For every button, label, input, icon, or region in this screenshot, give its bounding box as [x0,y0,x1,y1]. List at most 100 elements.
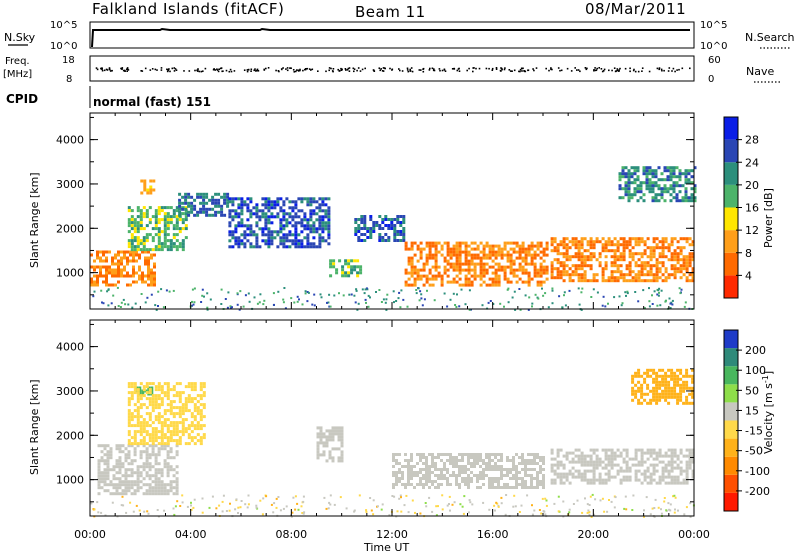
freq-point [254,68,256,70]
freq-point [111,69,113,72]
freq-point [661,69,663,72]
y-tick-label: 3000 [56,385,84,398]
freq-point [466,69,468,72]
freq-point [332,70,334,73]
freq-point [671,70,673,72]
freq-point [246,70,249,73]
freq-point [420,69,422,71]
colorbar-tick: 4 [745,269,752,282]
freq-point [144,67,147,70]
colorbar-tick: 15 [745,404,759,417]
time-axis-label: Time UT [363,541,409,554]
cpid-text: normal (fast) 151 [93,95,211,109]
velocity-panel: 4000 3000 2000 1000 [56,319,695,518]
colorbar-swatch [724,162,738,185]
freq-point [188,70,191,72]
freq-point [422,68,424,70]
nave-tick-top: 60 [708,55,721,66]
freq-point [441,69,444,72]
freq-point [126,68,128,70]
freq-point [256,69,258,72]
freq-point [175,69,178,71]
colorbar-tick: 20 [745,179,759,192]
y-tick-label: 1000 [56,474,84,487]
freq-point [160,69,163,71]
freq-point [194,69,196,72]
freq-point [253,69,255,72]
data-region [127,206,188,252]
freq-point [325,70,327,73]
nsky-panel: N.Sky 10^5 10^0 10^5 10^0 N.Search [4,20,795,52]
freq-point [347,67,350,70]
station-title: Falkland Islands (fitACF) [92,0,284,18]
freq-point [198,70,201,73]
freq-point [648,70,651,73]
colorbar-tick: 200 [745,344,766,357]
freq-label-2: [MHz] [3,69,32,80]
freq-point [174,68,177,70]
cpid-label: CPID [6,92,38,106]
freq-point [594,69,597,72]
freq-point [106,69,109,71]
freq-point [160,67,163,69]
freq-point [689,67,691,70]
freq-point [409,70,412,72]
freq-point [522,67,524,70]
freq-point [418,69,421,71]
colorbar-swatch [724,492,738,511]
freq-point [108,67,111,69]
freq-point [166,68,168,71]
freq-point [485,67,488,70]
freq-point [433,69,436,72]
freq-point [501,68,503,71]
freq-point [306,67,309,70]
freq-point [488,67,490,70]
colorbar-swatch [724,252,738,276]
freq-point [411,70,414,73]
freq-panel: Freq. [MHz] 18 8 60 0 Nave [3,55,780,85]
data-region [550,237,695,283]
freq-point [616,69,619,72]
freq-point [429,67,431,70]
y-tick-label: 4000 [56,341,84,354]
freq-point [381,70,384,72]
colorbar-swatch [724,330,738,349]
freq-point [579,70,581,73]
freq-point [277,70,280,72]
freq-point [676,69,678,71]
colorbar-swatch [724,384,738,403]
power-panel: 4000 3000 2000 1000 [56,112,697,311]
power-colorbar: 28 24 20 16 12 8 4 Power [dB] [723,116,775,299]
freq-point [173,70,176,72]
freq-point [596,67,598,70]
freq-point [523,70,525,72]
freq-point [359,70,362,72]
freq-point [499,69,502,72]
cpid-panel: CPID normal (fast) 151 [6,86,211,109]
freq-point [340,67,342,70]
data-region [631,368,695,405]
freq-point [613,67,616,69]
freq-point [619,67,621,70]
nsky-tick-bottom: 10^0 [50,41,77,52]
data-region [127,382,206,446]
freq-point [593,69,595,72]
y-tick-label: 2000 [56,429,84,442]
freq-point [121,67,124,69]
freq-point [548,69,550,72]
freq-point [228,70,231,73]
freq-point [519,70,521,73]
colorbar-tick: -100 [745,465,770,478]
freq-point [595,69,598,71]
freq-point [109,70,112,72]
velocity-colorbar-label: Velocity [m s-1] [761,371,775,454]
freq-point [250,68,253,71]
freq-point [217,70,220,73]
colorbar-swatch [724,230,738,253]
y-tick-label: 3000 [56,178,84,191]
freq-point [468,67,470,70]
freq-point [378,67,381,69]
freq-point [197,68,199,70]
freq-point [674,70,676,73]
